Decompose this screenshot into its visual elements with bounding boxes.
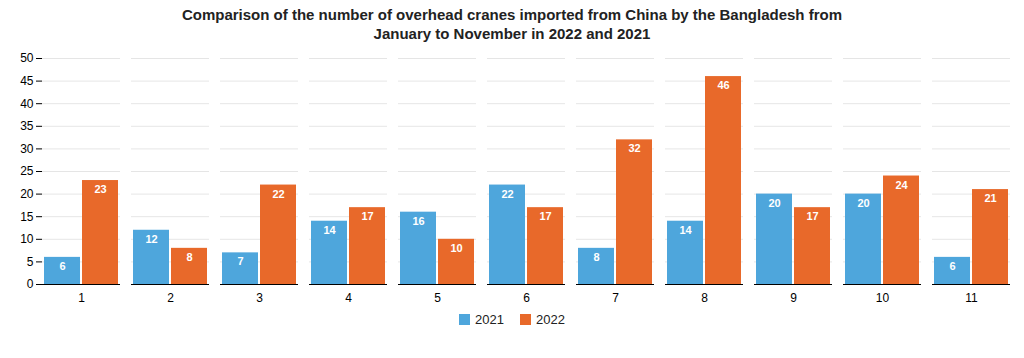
svg-text:4: 4: [345, 291, 352, 305]
svg-text:14: 14: [679, 223, 692, 235]
svg-text:12: 12: [145, 232, 157, 244]
svg-text:17: 17: [539, 210, 551, 222]
svg-text:6: 6: [523, 291, 530, 305]
svg-text:20: 20: [768, 196, 780, 208]
svg-text:5: 5: [434, 291, 441, 305]
svg-text:8: 8: [593, 250, 599, 262]
svg-text:35: 35: [20, 119, 34, 133]
svg-text:6: 6: [59, 259, 65, 271]
html-text:Comparison of the number of ov: Comparison of the number of overhead cra…: [181, 6, 842, 42]
svg-text:16: 16: [412, 214, 424, 226]
svg-text:7: 7: [612, 291, 619, 305]
svg-text:8: 8: [186, 250, 192, 262]
svg-text:6: 6: [949, 259, 955, 271]
svg-text:10: 10: [450, 241, 462, 253]
svg-text:50: 50: [20, 51, 34, 65]
svg-text:5: 5: [27, 254, 34, 268]
svg-text:40: 40: [20, 96, 34, 110]
svg-text:1: 1: [78, 291, 85, 305]
svg-text:23: 23: [94, 183, 106, 195]
svg-text:17: 17: [806, 210, 818, 222]
svg-text:10: 10: [20, 232, 34, 246]
svg-text:8: 8: [701, 291, 708, 305]
html-text:2021: 2021: [475, 311, 504, 327]
svg-text:14: 14: [323, 223, 336, 235]
svg-text:22: 22: [501, 187, 513, 199]
svg-text:11: 11: [965, 291, 978, 305]
svg-text:15: 15: [20, 209, 34, 223]
svg-text:46: 46: [717, 79, 729, 91]
svg-text:25: 25: [20, 164, 34, 178]
svg-text:9: 9: [790, 291, 797, 305]
svg-text:24: 24: [895, 178, 908, 190]
svg-text:20: 20: [20, 186, 34, 200]
html-text:2022: 2022: [536, 311, 565, 327]
svg-text:7: 7: [237, 255, 243, 267]
svg-text:45: 45: [20, 73, 34, 87]
svg-text:22: 22: [272, 187, 284, 199]
svg-text:3: 3: [256, 291, 263, 305]
svg-text:17: 17: [361, 210, 373, 222]
svg-text:30: 30: [20, 141, 34, 155]
svg-text:10: 10: [876, 291, 890, 305]
svg-text:20: 20: [857, 196, 869, 208]
svg-text:21: 21: [984, 192, 996, 204]
svg-text:0: 0: [27, 277, 34, 291]
svg-text:2: 2: [167, 291, 174, 305]
svg-text:32: 32: [628, 142, 640, 154]
